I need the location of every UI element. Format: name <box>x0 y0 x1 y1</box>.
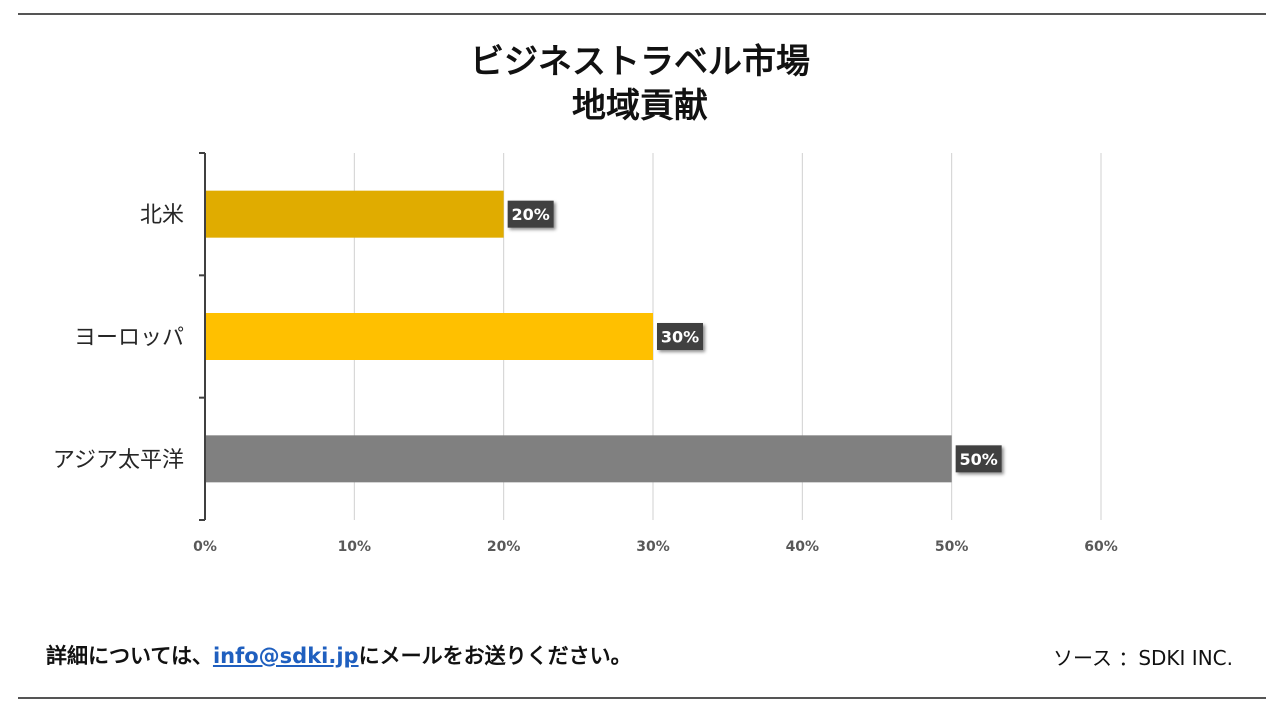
chart-title-line2: 地域貢献 <box>572 86 708 126</box>
x-tick-label: 30% <box>636 539 670 555</box>
data-label-box <box>657 323 703 350</box>
category-label: 北米 <box>140 203 184 228</box>
bar <box>206 435 952 483</box>
bar <box>206 190 504 238</box>
category-label: ヨーロッパ <box>74 326 184 351</box>
category-label: アジア太平洋 <box>53 448 184 473</box>
contact-note: 詳細については、info@sdki.jpにメールをお送りください。 <box>46 640 632 670</box>
x-tick-label: 50% <box>935 539 969 555</box>
x-tick-label: 60% <box>1084 539 1118 555</box>
x-tick-label: 10% <box>338 539 372 555</box>
chart-title-line1: ビジネストラベル市場 <box>470 42 810 82</box>
bottom-rule <box>18 697 1266 699</box>
data-label-box <box>507 200 554 228</box>
bar <box>206 313 653 360</box>
data-label: 20% <box>512 205 550 224</box>
chart-title: ビジネストラベル市場 地域貢献 <box>0 40 1280 128</box>
source-note: ソース ：SDKI INC. <box>1052 646 1233 670</box>
bar-chart: 0% 10% 20% 30% 40% 50% 60% 北米 20% ヨーロッパ 30% アジア太平洋 5… <box>53 152 1118 555</box>
data-label-box <box>955 445 1002 473</box>
contact-suffix: にメールをお送りください。 <box>358 644 632 668</box>
x-tick-label: 20% <box>487 539 521 555</box>
contact-prefix: 詳細については、 <box>46 644 213 668</box>
top-rule <box>18 13 1266 15</box>
x-tick-label: 0% <box>193 539 217 555</box>
x-tick-label: 40% <box>786 539 820 555</box>
data-label: 30% <box>661 328 699 347</box>
email-link[interactable]: info@sdki.jp <box>212 644 359 668</box>
data-label: 50% <box>960 450 998 469</box>
